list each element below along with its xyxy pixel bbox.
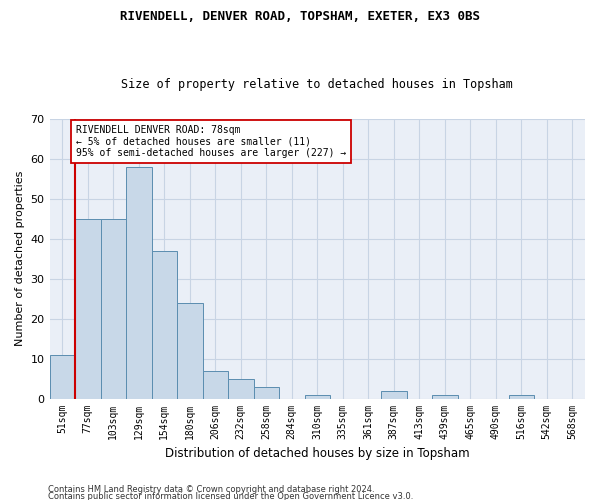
Bar xyxy=(177,302,203,398)
Y-axis label: Number of detached properties: Number of detached properties xyxy=(15,171,25,346)
Bar xyxy=(432,394,458,398)
Bar xyxy=(381,390,407,398)
Title: Size of property relative to detached houses in Topsham: Size of property relative to detached ho… xyxy=(121,78,513,91)
Bar xyxy=(228,378,254,398)
Bar xyxy=(203,370,228,398)
Text: RIVENDELL DENVER ROAD: 78sqm
← 5% of detached houses are smaller (11)
95% of sem: RIVENDELL DENVER ROAD: 78sqm ← 5% of det… xyxy=(76,124,347,158)
Bar xyxy=(126,166,152,398)
Text: Contains HM Land Registry data © Crown copyright and database right 2024.: Contains HM Land Registry data © Crown c… xyxy=(48,485,374,494)
Text: Contains public sector information licensed under the Open Government Licence v3: Contains public sector information licen… xyxy=(48,492,413,500)
Bar xyxy=(305,394,330,398)
Bar xyxy=(50,354,75,399)
X-axis label: Distribution of detached houses by size in Topsham: Distribution of detached houses by size … xyxy=(165,447,470,460)
Bar xyxy=(152,250,177,398)
Text: RIVENDELL, DENVER ROAD, TOPSHAM, EXETER, EX3 0BS: RIVENDELL, DENVER ROAD, TOPSHAM, EXETER,… xyxy=(120,10,480,23)
Bar xyxy=(75,218,101,398)
Bar xyxy=(101,218,126,398)
Bar xyxy=(254,386,279,398)
Bar xyxy=(509,394,534,398)
